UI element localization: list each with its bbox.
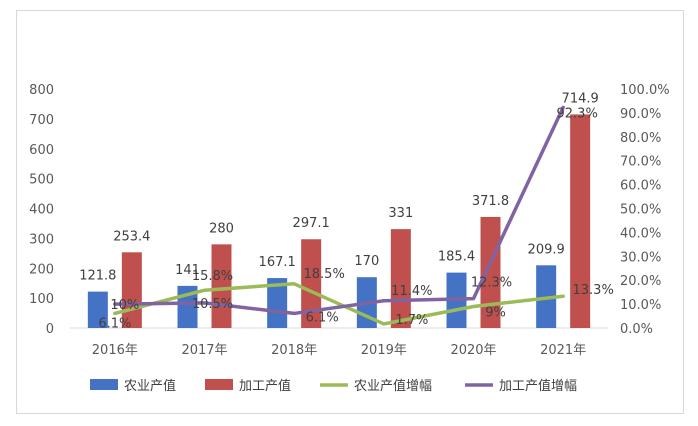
legend-swatch xyxy=(205,379,233,390)
line-proc-data-label: 10% xyxy=(110,298,139,313)
x-tick-label: 2018年 xyxy=(271,343,317,358)
y-right-tick-label: 30.0% xyxy=(620,250,661,265)
y-right-tick-label: 40.0% xyxy=(620,226,661,241)
bar-proc-data-label: 253.4 xyxy=(113,229,150,244)
line-proc-data-label: 10.5% xyxy=(192,297,233,312)
line-agri-data-label: 18.5% xyxy=(304,267,345,282)
bar-proc-data-label: 371.8 xyxy=(472,194,509,209)
bar-proc-data-label: 331 xyxy=(388,206,413,221)
legend-swatch xyxy=(90,379,118,390)
y-left-tick-label: 700 xyxy=(29,113,54,128)
y-left-tick-label: 0 xyxy=(46,322,54,337)
line-agri-data-label: 9% xyxy=(485,305,506,320)
y-left-tick-label: 300 xyxy=(29,232,54,247)
line-agri-growth xyxy=(113,282,565,326)
y-left-tick-label: 200 xyxy=(29,262,54,277)
bar-proc xyxy=(211,244,232,328)
y-right-tick-label: 90.0% xyxy=(620,107,661,122)
bar-agri-data-label: 185.4 xyxy=(438,250,475,265)
y-right-tick-label: 80.0% xyxy=(620,131,661,146)
bar-agri-data-label: 170 xyxy=(354,254,379,269)
y-right-tick-label: 20.0% xyxy=(620,274,661,289)
x-tick-label: 2019年 xyxy=(361,343,407,358)
line-proc-data-label: 92.3% xyxy=(557,106,598,121)
x-tick-label: 2020年 xyxy=(450,343,496,358)
line-proc-data-label: 12.3% xyxy=(471,276,512,291)
y-left-tick-label: 500 xyxy=(29,173,54,188)
x-tick-label: 2017年 xyxy=(181,343,227,358)
y-right-tick-label: 100.0% xyxy=(620,83,670,98)
y-left-tick-label: 800 xyxy=(29,83,54,98)
y-right-tick-label: 0.0% xyxy=(620,322,653,337)
legend-label: 加工产值 xyxy=(239,378,291,394)
bar-agri xyxy=(87,291,108,328)
bar-proc xyxy=(480,216,501,328)
legend-label: 加工产值增幅 xyxy=(499,378,577,394)
bar-agri xyxy=(267,278,288,328)
y-right-tick-label: 60.0% xyxy=(620,179,661,194)
line-agri-data-label: 1.7% xyxy=(395,313,428,328)
x-tick-label: 2021年 xyxy=(540,343,586,358)
bar-agri-data-label: 209.9 xyxy=(528,242,565,257)
line-proc-data-label: 6.1% xyxy=(306,310,339,325)
y-left-tick-label: 400 xyxy=(29,203,54,218)
bar-agri-data-label: 167.1 xyxy=(259,255,296,270)
bar-agri-data-label: 121.8 xyxy=(79,269,116,284)
bar-proc xyxy=(570,114,591,329)
legend-label: 农业产值增幅 xyxy=(354,378,432,394)
bar-proc-data-label: 297.1 xyxy=(293,216,330,231)
y-right-tick-label: 50.0% xyxy=(620,203,661,218)
line-agri-data-label: 13.3% xyxy=(573,283,614,298)
line-agri-data-label: 6.1% xyxy=(98,316,131,331)
y-left-tick-label: 600 xyxy=(29,143,54,158)
bar-agri-data-label: 141 xyxy=(175,263,200,278)
line-proc-growth xyxy=(113,105,565,316)
bar-proc xyxy=(301,239,322,328)
line-proc-data-label: 11.4% xyxy=(391,284,432,299)
x-tick-label: 2016年 xyxy=(92,343,138,358)
y-left-tick-label: 100 xyxy=(29,292,54,307)
bar-proc-data-label: 280 xyxy=(209,221,234,236)
legend-label: 农业产值 xyxy=(124,378,176,394)
bar-proc xyxy=(390,229,411,328)
y-right-tick-label: 10.0% xyxy=(620,298,661,313)
line-agri-data-label: 15.8% xyxy=(192,269,233,284)
y-right-tick-label: 70.0% xyxy=(620,155,661,170)
bar-proc-data-label: 714.9 xyxy=(562,91,599,106)
